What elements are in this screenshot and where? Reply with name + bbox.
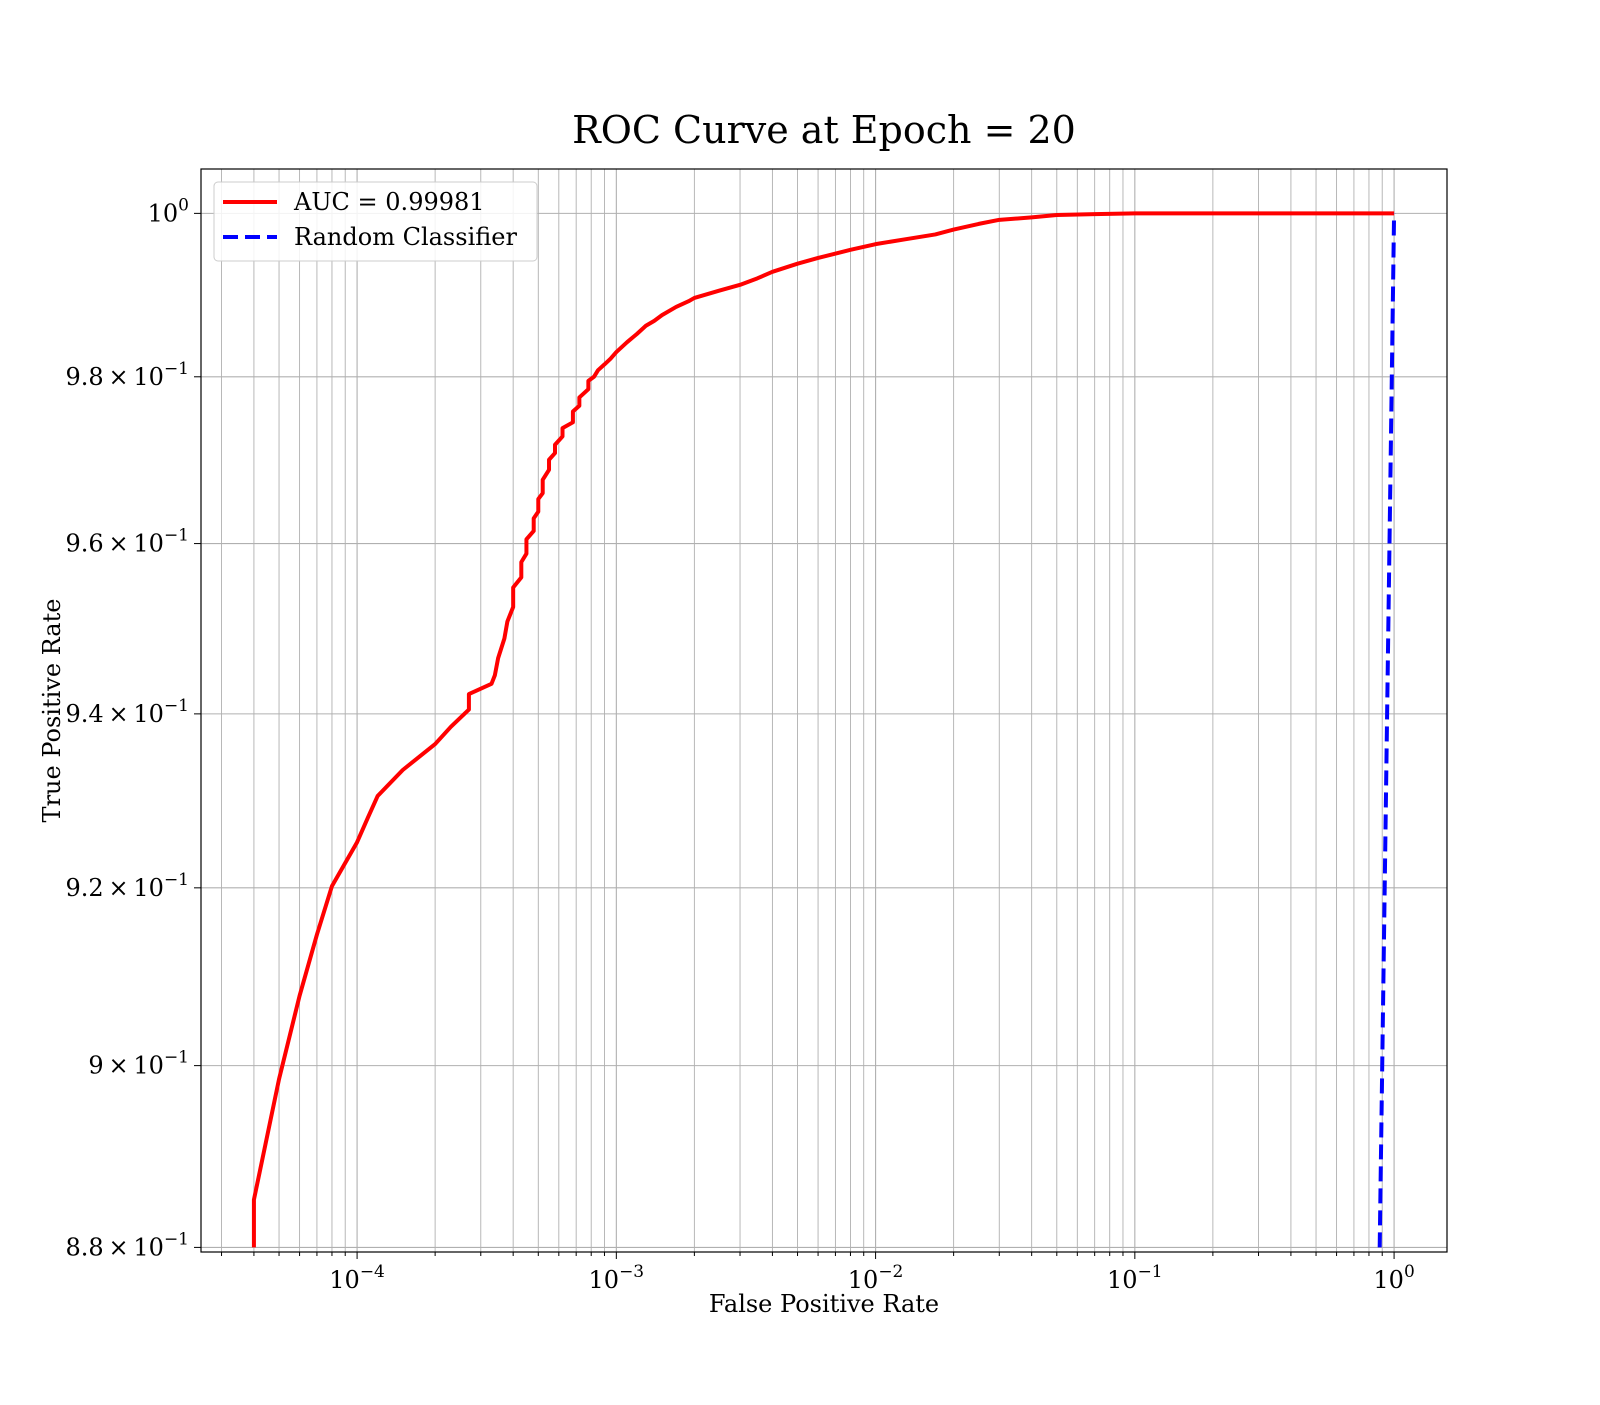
grid-layer	[201, 169, 1447, 1252]
y-tick-label: 100	[148, 195, 189, 227]
legend-box	[213, 181, 538, 262]
y-tick-label-mantissa: 9.6	[66, 530, 104, 558]
y-tick-label-mantissa: 9.4	[66, 700, 104, 728]
y-tick-label-base: 10	[133, 363, 164, 391]
y-tick-label-times: ×	[104, 363, 134, 391]
x-tick-label: 100	[1373, 1262, 1414, 1294]
y-tick-label-base: 10	[133, 1052, 164, 1080]
y-tick-label-base: 10	[133, 700, 164, 728]
x-tick-label-exponent: 0	[1404, 1262, 1415, 1282]
legend: AUC = 0.99981 Random Classifier	[213, 181, 538, 262]
x-tick-label-base: 10	[1107, 1266, 1138, 1294]
y-tick-label: 9.2 × 10−1	[66, 870, 189, 902]
chart-title: ROC Curve at Epoch = 20	[572, 108, 1076, 152]
x-tick-label: 10−3	[589, 1262, 645, 1294]
x-tick-label-base: 10	[1373, 1266, 1404, 1294]
x-tick-label-exponent: −3	[619, 1262, 644, 1282]
y-tick-label-mantissa: 9.2	[66, 874, 104, 902]
y-tick-label-mantissa: 8.8	[66, 1233, 104, 1261]
y-tick-label: 9.6 × 10−1	[66, 526, 189, 558]
x-axis-label: False Positive Rate	[709, 1290, 939, 1318]
y-tick-label-times: ×	[104, 874, 134, 902]
x-tick-label-exponent: −2	[878, 1262, 903, 1282]
y-tick-label-base: 10	[133, 530, 164, 558]
x-tick-label: 10−1	[1107, 1262, 1163, 1294]
y-tick-label-mantissa: 9	[88, 1052, 103, 1080]
y-tick-label-exponent: 0	[178, 195, 189, 215]
y-tick-label-base: 10	[148, 199, 179, 227]
y-tick-label-base: 10	[133, 1233, 164, 1261]
y-tick-label-exponent: −1	[164, 359, 189, 379]
x-tick-label-base: 10	[329, 1266, 360, 1294]
y-tick-label-mantissa: 9.8	[66, 363, 104, 391]
y-tick-label-times: ×	[104, 530, 134, 558]
series-layer	[251, 211, 1397, 1248]
y-tick-label: 9.4 × 10−1	[66, 696, 189, 728]
y-tick-label-exponent: −1	[164, 1229, 189, 1249]
x-tick-label-exponent: −4	[360, 1262, 385, 1282]
roc-curve-line	[251, 211, 1395, 1248]
y-tick-label-times: ×	[104, 700, 134, 728]
y-tick-label-exponent: −1	[164, 696, 189, 716]
x-tick-label-exponent: −1	[1138, 1262, 1163, 1282]
plot-frame	[200, 168, 1448, 1253]
y-tick-label-base: 10	[133, 874, 164, 902]
x-tick-label: 10−4	[329, 1262, 385, 1294]
y-tick-label: 9.8 × 10−1	[66, 359, 189, 391]
x-tick-label-base: 10	[848, 1266, 879, 1294]
y-tick-label-exponent: −1	[164, 526, 189, 546]
y-tick-label-times: ×	[104, 1052, 134, 1080]
legend-label-roc: AUC = 0.99981	[293, 188, 485, 216]
x-tick-label-base: 10	[589, 1266, 620, 1294]
y-tick-label-exponent: −1	[164, 1048, 189, 1068]
y-tick-label: 9 × 10−1	[88, 1048, 189, 1080]
x-tick-label: 10−2	[848, 1262, 904, 1294]
legend-label-random: Random Classifier	[294, 223, 517, 251]
y-axis-label: True Positive Rate	[38, 599, 66, 823]
y-tick-label-times: ×	[104, 1233, 134, 1261]
y-tick-label-exponent: −1	[164, 870, 189, 890]
y-tick-label: 8.8 × 10−1	[66, 1229, 189, 1261]
random-classifier-line	[1377, 213, 1397, 1248]
